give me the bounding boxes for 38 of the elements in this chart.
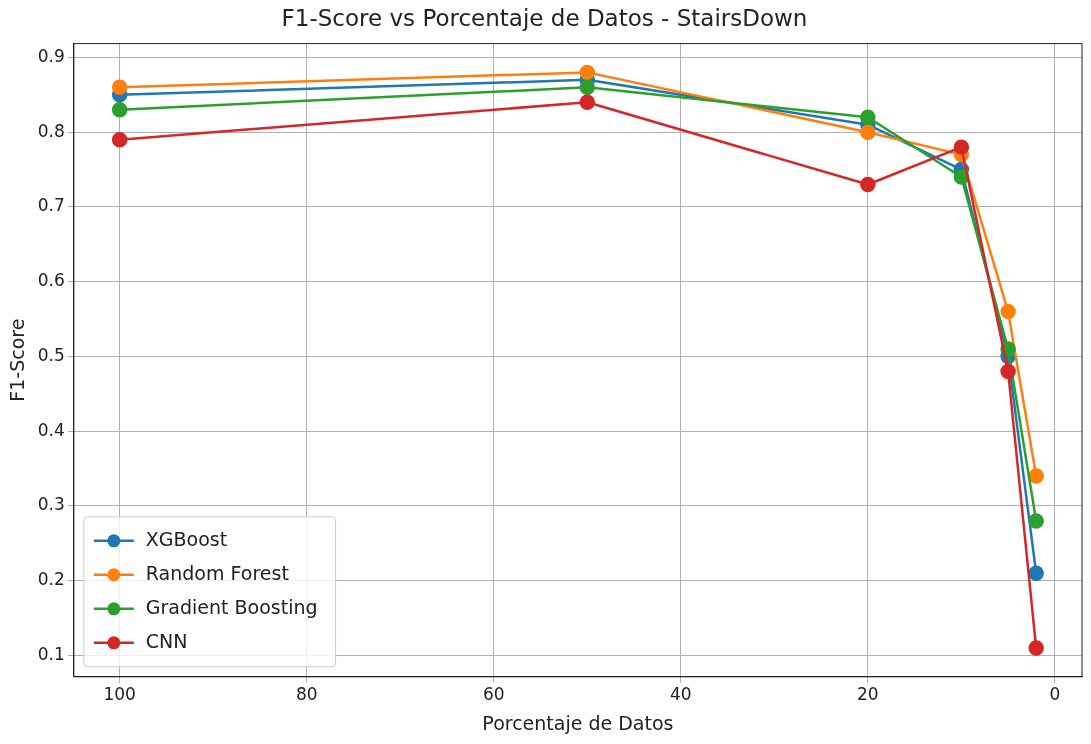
point (1028, 565, 1044, 582)
y-tick-label: 0.6 (37, 270, 65, 291)
legend-label: Random Forest (145, 561, 289, 584)
point (579, 79, 596, 96)
point (1000, 303, 1016, 320)
point (1028, 640, 1044, 656)
point (1028, 468, 1044, 484)
y-tick-label: 0.5 (37, 344, 65, 365)
point (860, 109, 876, 125)
y-tick-label: 0.9 (37, 45, 65, 66)
point (111, 131, 128, 148)
y-tick-label: 0.3 (37, 494, 65, 515)
x-tick-label: 60 (482, 684, 505, 705)
x-tick-label: 40 (669, 684, 692, 705)
legend-label: XGBoost (145, 527, 228, 550)
y-tick-label: 0.1 (37, 643, 65, 664)
y-tick-label: 0.8 (37, 120, 65, 141)
y-axis-title: F1-Score (6, 318, 29, 402)
y-tick-label: 0.4 (37, 419, 65, 440)
legend-label: CNN (145, 629, 188, 652)
point (111, 79, 128, 96)
point (860, 176, 876, 193)
point (860, 124, 876, 140)
point (1028, 513, 1044, 529)
legend-label: Gradient Boosting (145, 595, 318, 618)
y-tick-label: 0.7 (37, 195, 65, 216)
point (953, 139, 970, 155)
x-axis-title: Porcentaje de Datos (482, 711, 674, 734)
x-tick-label: 20 (857, 684, 879, 705)
chart-title: F1-Score vs Porcentaje de Datos - StairsDown (281, 4, 808, 31)
x-tick-label: 80 (295, 684, 318, 705)
point (1000, 363, 1016, 380)
x-tick-label: 100 (103, 684, 136, 705)
point (579, 64, 596, 81)
y-tick-label: 0.2 (37, 569, 65, 590)
point (111, 102, 128, 118)
point (579, 94, 596, 111)
x-tick-label: 0 (1049, 684, 1061, 705)
